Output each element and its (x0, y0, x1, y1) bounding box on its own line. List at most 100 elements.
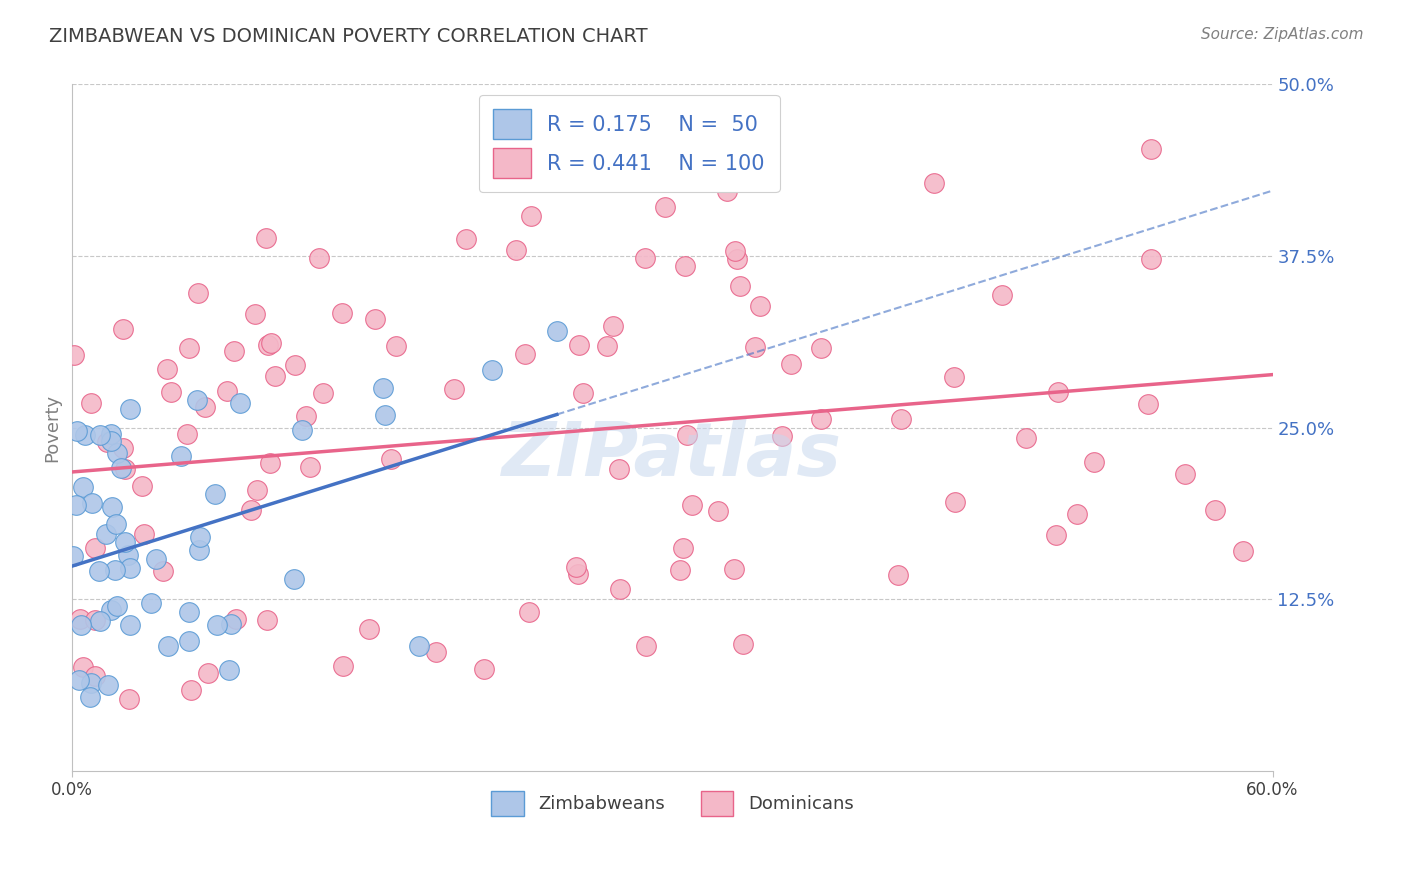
Point (308, 251, 330, 265)
Point (117, 548, 139, 562)
Point (186, 393, 208, 408)
Point (364, 312, 387, 326)
Point (299, 460, 322, 475)
Point (609, 582, 631, 596)
Point (810, 412, 832, 426)
Point (408, 639, 430, 653)
Point (256, 613, 278, 627)
Point (73, 427, 96, 442)
Point (104, 563, 127, 577)
Point (681, 498, 703, 512)
Point (156, 362, 179, 376)
Point (179, 341, 201, 355)
Point (145, 551, 167, 566)
Point (371, 381, 394, 395)
Point (706, 504, 728, 518)
Point (505, 243, 527, 257)
Point (725, 252, 748, 267)
Point (67, 673, 90, 687)
Point (724, 244, 747, 258)
Point (607, 462, 630, 476)
Point (284, 358, 307, 372)
Point (748, 299, 770, 313)
Point (194, 401, 217, 415)
Point (332, 659, 354, 673)
Point (675, 428, 697, 442)
Point (105, 599, 128, 613)
Point (80, 496, 103, 510)
Point (222, 344, 245, 359)
Point (264, 368, 287, 383)
Point (221, 617, 243, 632)
Point (668, 563, 690, 577)
Point (567, 566, 589, 581)
Point (731, 637, 754, 651)
Point (991, 287, 1014, 301)
Point (112, 322, 135, 336)
Point (112, 441, 135, 455)
Point (97, 678, 120, 692)
Point (80, 676, 103, 690)
Point (225, 612, 247, 626)
Point (519, 209, 541, 223)
Point (1083, 455, 1105, 469)
Point (943, 495, 966, 509)
Point (177, 605, 200, 619)
Point (723, 562, 745, 576)
Point (132, 527, 155, 541)
Point (1140, 252, 1163, 267)
Point (654, 200, 676, 214)
Point (176, 427, 198, 442)
Point (260, 336, 283, 351)
Point (890, 411, 912, 425)
Point (257, 338, 280, 352)
Point (96, 527, 118, 541)
Point (65, 424, 87, 438)
Point (177, 633, 200, 648)
Point (84, 541, 107, 556)
Point (312, 386, 335, 401)
Point (96, 434, 118, 449)
Point (602, 318, 624, 333)
Point (780, 358, 803, 372)
Point (72, 660, 94, 674)
Point (197, 666, 219, 681)
Point (1137, 396, 1160, 410)
Point (1015, 431, 1038, 445)
Point (254, 231, 277, 245)
Point (246, 483, 269, 497)
Point (546, 324, 568, 338)
Legend: Zimbabweans, Dominicans: Zimbabweans, Dominicans (484, 783, 860, 823)
Point (1066, 507, 1088, 521)
Point (942, 370, 965, 384)
Point (120, 561, 142, 575)
Point (69, 617, 91, 632)
Point (204, 487, 226, 501)
Point (1047, 385, 1070, 400)
Point (110, 461, 132, 475)
Point (188, 530, 211, 544)
Point (636, 639, 658, 653)
Point (89, 428, 111, 442)
Point (139, 596, 162, 610)
Point (716, 184, 738, 198)
Point (205, 618, 228, 632)
Point (810, 341, 832, 355)
Point (595, 339, 617, 353)
Point (100, 500, 122, 515)
Point (472, 662, 495, 676)
Point (105, 446, 128, 460)
Point (295, 409, 318, 423)
Point (120, 401, 142, 416)
Point (887, 568, 910, 582)
Point (1232, 543, 1254, 558)
Point (80, 396, 103, 410)
Point (65, 498, 87, 512)
Point (87, 564, 110, 578)
Text: ZIMBABWEAN VS DOMINICAN POVERTY CORRELATION CHART: ZIMBABWEAN VS DOMINICAN POVERTY CORRELAT… (49, 27, 648, 45)
Point (513, 346, 536, 360)
Point (240, 503, 263, 517)
Point (100, 434, 122, 449)
Point (100, 602, 122, 616)
Point (357, 622, 380, 636)
